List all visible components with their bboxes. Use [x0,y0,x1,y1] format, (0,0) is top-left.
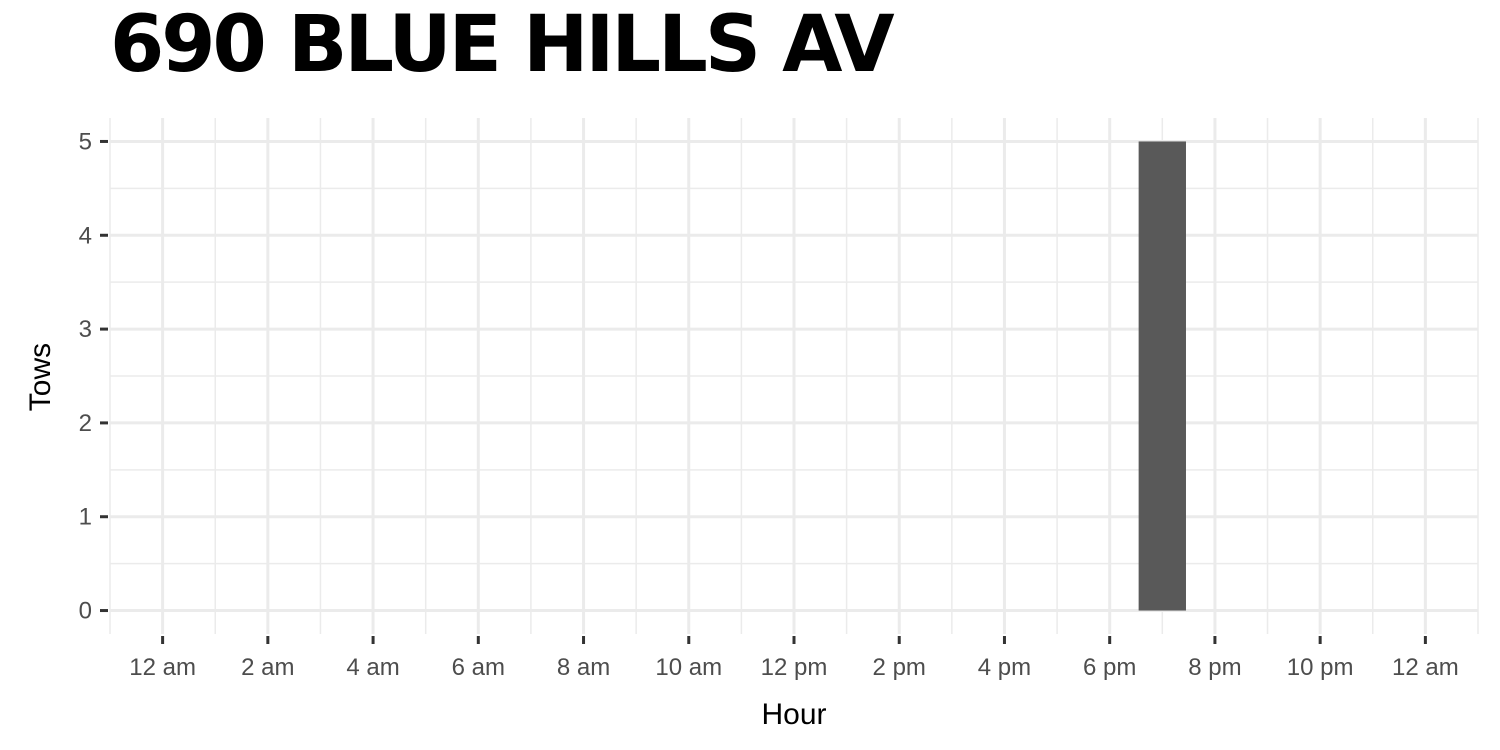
bar-layer [1138,141,1186,611]
x-tick-label: 8 pm [1188,654,1241,681]
y-tick-label: 0 [79,598,92,625]
x-tick-label: 10 pm [1287,654,1354,681]
x-axis-title: Hour [761,698,826,731]
x-tick-label: 12 am [1392,654,1459,681]
x-tick-label: 4 pm [978,654,1031,681]
chart-title: 690 BLUE HILLS AV [110,0,895,90]
bar-hour-19 [1138,141,1186,611]
y-tick-label: 1 [79,504,92,531]
x-tick-label: 8 am [557,654,610,681]
y-axis-title: Tows [24,343,57,411]
grid-layer [109,118,1479,634]
x-tick-label: 12 pm [761,654,828,681]
y-tick-label: 5 [79,128,92,155]
x-tick-label: 2 pm [873,654,926,681]
x-tick-label: 6 pm [1083,654,1136,681]
x-tick-label: 6 am [452,654,505,681]
x-tick-label: 4 am [346,654,399,681]
axis-layer: 0 1 2 3 4 5 12 am 2 am 4 am 6 am 8 am 10 am 12 pm 2 p… [79,128,1459,681]
y-tick-label: 4 [79,222,92,249]
y-tick-label: 3 [79,316,92,343]
x-tick-label: 12 am [129,654,196,681]
x-tick-label: 10 am [655,654,722,681]
y-tick-label: 2 [79,410,92,437]
x-tick-label: 2 am [241,654,294,681]
